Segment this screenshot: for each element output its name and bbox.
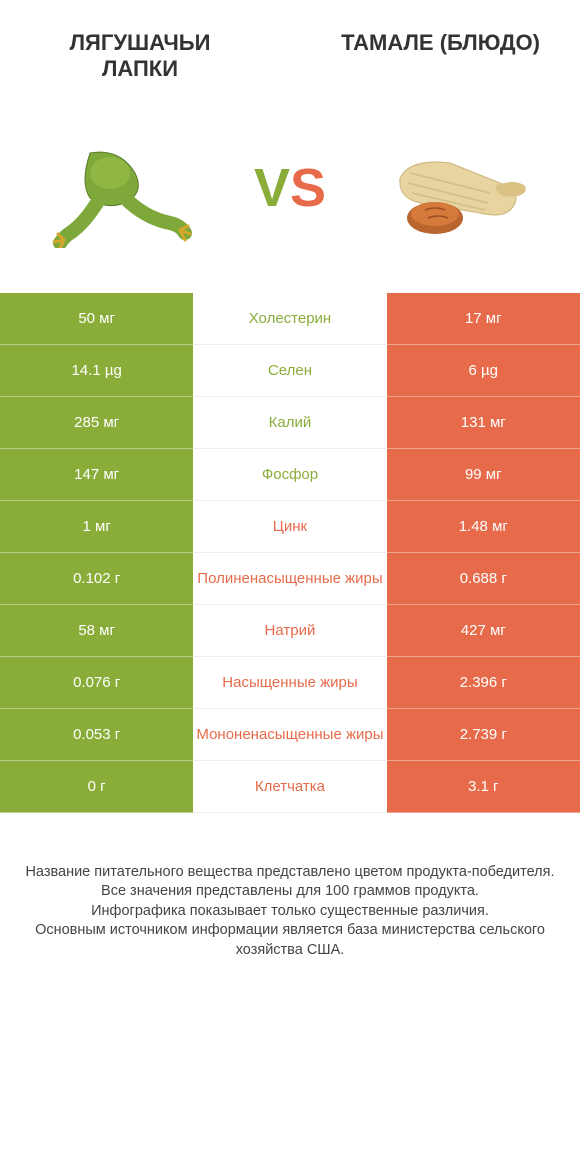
nutrient-label-cell: Натрий (193, 605, 386, 657)
left-value-cell: 0.053 г (0, 709, 193, 761)
right-food-title: ТАМАЛЕ (БЛЮДО) (341, 30, 540, 83)
vs-v-letter: V (254, 158, 290, 218)
left-value-cell: 14.1 µg (0, 345, 193, 397)
left-value-cell: 1 мг (0, 501, 193, 553)
right-value-cell: 1.48 мг (387, 501, 580, 553)
footer-line: Название питательного вещества представл… (20, 863, 560, 883)
table-row: 0.076 гНасыщенные жиры2.396 г (0, 657, 580, 709)
right-value-cell: 427 мг (387, 605, 580, 657)
left-value-cell: 285 мг (0, 397, 193, 449)
header: ЛЯГУШАЧЬИ ЛАПКИ ТАМАЛЕ (БЛЮДО) (0, 0, 580, 93)
nutrient-label-cell: Мононенасыщенные жиры (193, 709, 386, 761)
table-row: 0.053 гМононенасыщенные жиры2.739 г (0, 709, 580, 761)
right-value-cell: 2.396 г (387, 657, 580, 709)
nutrient-label-cell: Цинк (193, 501, 386, 553)
tamale-image (380, 128, 530, 248)
table-row: 0 гКлетчатка3.1 г (0, 761, 580, 813)
footer-line: Основным источником информации является … (20, 921, 560, 960)
vs-label: VS (254, 157, 326, 219)
right-value-cell: 99 мг (387, 449, 580, 501)
table-row: 147 мгФосфор99 мг (0, 449, 580, 501)
vs-row: VS (0, 93, 580, 293)
right-value-cell: 17 мг (387, 293, 580, 345)
nutrient-label-cell: Фосфор (193, 449, 386, 501)
nutrient-label-cell: Клетчатка (193, 761, 386, 813)
left-value-cell: 0.102 г (0, 553, 193, 605)
left-value-cell: 0.076 г (0, 657, 193, 709)
nutrient-label-cell: Холестерин (193, 293, 386, 345)
left-value-cell: 58 мг (0, 605, 193, 657)
nutrient-label-cell: Полиненасыщенные жиры (193, 553, 386, 605)
frog-legs-image (50, 128, 200, 248)
right-value-cell: 6 µg (387, 345, 580, 397)
comparison-table: 50 мгХолестерин17 мг14.1 µgСелен6 µg285 … (0, 293, 580, 813)
table-row: 1 мгЦинк1.48 мг (0, 501, 580, 553)
left-value-cell: 0 г (0, 761, 193, 813)
table-row: 58 мгНатрий427 мг (0, 605, 580, 657)
table-row: 14.1 µgСелен6 µg (0, 345, 580, 397)
left-value-cell: 147 мг (0, 449, 193, 501)
table-row: 50 мгХолестерин17 мг (0, 293, 580, 345)
right-value-cell: 131 мг (387, 397, 580, 449)
nutrient-label-cell: Насыщенные жиры (193, 657, 386, 709)
left-food-title: ЛЯГУШАЧЬИ ЛАПКИ (40, 30, 240, 83)
table-row: 285 мгКалий131 мг (0, 397, 580, 449)
footer-line: Инфографика показывает только существенн… (20, 902, 560, 922)
right-value-cell: 0.688 г (387, 553, 580, 605)
left-value-cell: 50 мг (0, 293, 193, 345)
right-value-cell: 2.739 г (387, 709, 580, 761)
nutrient-label-cell: Селен (193, 345, 386, 397)
footer-line: Все значения представлены для 100 граммо… (20, 882, 560, 902)
table-row: 0.102 гПолиненасыщенные жиры0.688 г (0, 553, 580, 605)
footer-notes: Название питательного вещества представл… (0, 813, 580, 981)
nutrient-label-cell: Калий (193, 397, 386, 449)
right-value-cell: 3.1 г (387, 761, 580, 813)
vs-s-letter: S (290, 158, 326, 218)
